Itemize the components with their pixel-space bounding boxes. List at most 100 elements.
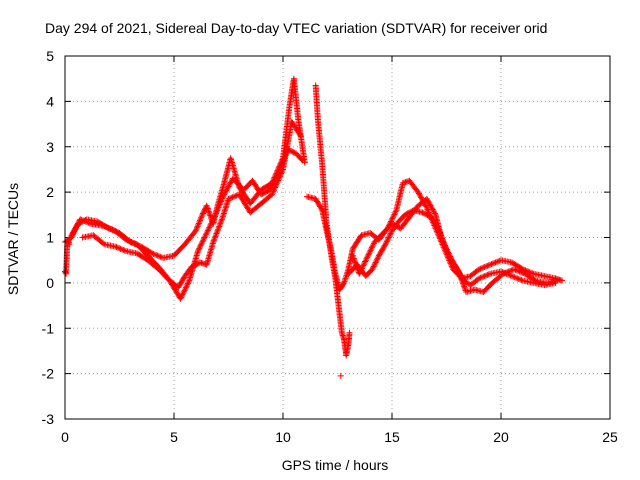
data-point [487, 261, 494, 268]
data-point [72, 225, 79, 232]
data-point [204, 227, 211, 234]
data-point [85, 219, 92, 226]
data-point [106, 225, 113, 232]
data-point [216, 222, 223, 229]
data-point [356, 270, 363, 277]
data-point [428, 205, 435, 212]
data-point [353, 262, 360, 269]
data-point [426, 201, 433, 208]
data-point [270, 188, 277, 195]
data-point [379, 246, 386, 253]
data-point [384, 237, 391, 244]
data-point [485, 262, 492, 269]
data-point [488, 261, 495, 268]
data-point [453, 265, 460, 272]
x-tick-label: 0 [61, 429, 69, 445]
data-point [269, 190, 276, 197]
data-point [197, 242, 204, 249]
data-point [227, 179, 234, 186]
data-point [222, 188, 229, 195]
data-point [73, 222, 80, 229]
data-point [200, 209, 207, 216]
data-point [484, 262, 491, 269]
data-point [210, 237, 217, 244]
data-point [363, 255, 370, 262]
data-point [424, 197, 431, 204]
data-point [387, 230, 394, 237]
data-point [198, 213, 205, 220]
y-tick-label: 2 [46, 184, 54, 200]
data-point [69, 230, 76, 237]
data-point [200, 235, 207, 242]
data-point [368, 246, 375, 253]
data-point [554, 277, 561, 284]
data-point [218, 197, 225, 204]
data-point [298, 156, 305, 163]
data-point [198, 214, 205, 221]
data-point [213, 230, 220, 237]
data-point [70, 228, 77, 235]
data-point [193, 226, 200, 233]
data-point [210, 216, 217, 223]
data-point [112, 243, 119, 250]
data-point [201, 234, 208, 241]
data-point [492, 259, 499, 266]
data-point [151, 251, 158, 258]
data-point [127, 238, 134, 245]
data-point [207, 212, 214, 219]
data-point [147, 249, 154, 256]
data-point [458, 274, 465, 281]
data-point [374, 255, 381, 262]
data-point [226, 195, 233, 202]
data-point [477, 265, 484, 272]
data-point [124, 237, 131, 244]
data-point [226, 180, 233, 187]
data-point [215, 204, 222, 211]
data-point [105, 224, 112, 231]
x-tick-label: 20 [493, 429, 509, 445]
data-point [278, 169, 285, 176]
data-point [514, 275, 521, 282]
data-point [364, 252, 371, 259]
data-point [440, 239, 447, 246]
data-point [78, 216, 85, 223]
data-point [378, 248, 385, 255]
data-point [387, 231, 394, 238]
data-point [439, 236, 446, 243]
data-point [176, 281, 183, 288]
y-axis-label: SDTVAR / TECUs [5, 183, 21, 295]
data-point [529, 270, 536, 277]
chart-title: Day 294 of 2021, Sidereal Day-to-day VTE… [45, 20, 547, 36]
data-point [208, 220, 215, 227]
data-point [182, 284, 189, 291]
data-point [199, 238, 206, 245]
data-point [518, 265, 525, 272]
data-point [391, 211, 398, 218]
data-point [362, 258, 369, 265]
data-points [62, 75, 566, 379]
data-point [175, 284, 182, 291]
data-point [156, 253, 163, 260]
data-point [317, 203, 324, 210]
data-point [441, 242, 448, 249]
data-point [178, 279, 185, 286]
data-point [337, 372, 344, 379]
data-point [366, 250, 373, 257]
data-point [378, 247, 385, 254]
data-point [520, 270, 527, 277]
data-point [422, 202, 429, 209]
data-point [101, 223, 108, 230]
data-point [495, 258, 502, 265]
x-tick-label: 10 [275, 429, 291, 445]
data-point [366, 248, 373, 255]
data-point [485, 271, 492, 278]
data-point [357, 268, 364, 275]
data-point [373, 256, 380, 263]
data-point [211, 213, 218, 220]
data-point [380, 245, 387, 252]
data-point [511, 266, 518, 273]
data-point [361, 259, 368, 266]
data-point [275, 176, 282, 183]
data-point [109, 226, 116, 233]
data-point [351, 258, 358, 265]
